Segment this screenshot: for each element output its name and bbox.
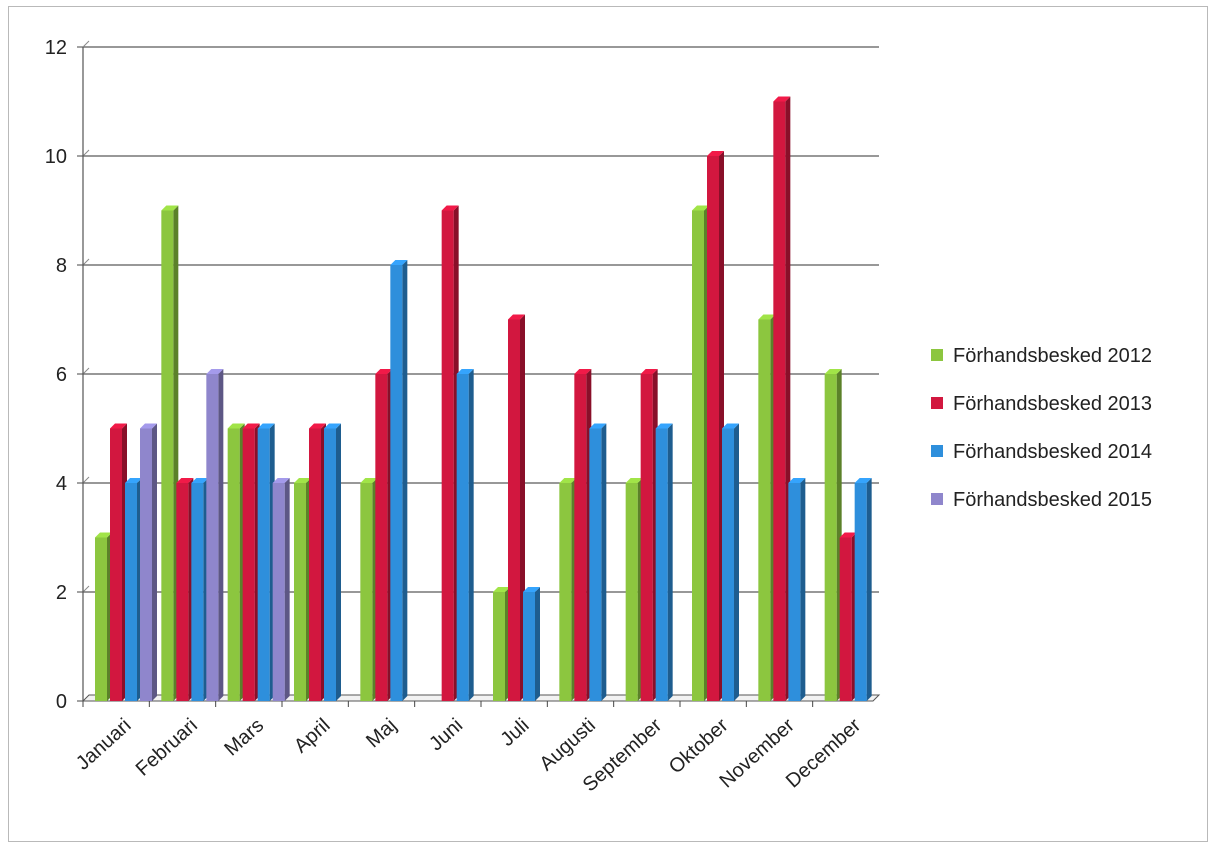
legend-swatch [931, 349, 943, 361]
bar [692, 205, 709, 701]
bar [294, 478, 311, 701]
bar [242, 423, 260, 701]
y-tick-label: 0 [56, 691, 67, 713]
chart-frame: 0 2 4 6 8 10 12 Januari Februari Mars April Maj Jun… [8, 6, 1208, 842]
x-tick-label: Februari [132, 714, 202, 780]
x-tick-label: Juli [496, 714, 533, 750]
x-tick-label: Mars [220, 714, 268, 760]
legend-label: Förhandsbesked 2014 [953, 441, 1152, 463]
x-tick-label: April [290, 714, 334, 757]
bar [722, 423, 739, 701]
bar [788, 478, 806, 701]
legend: Förhandsbesked 2012 Förhandsbesked 2013 Fö… [931, 345, 1152, 511]
legend-item: Förhandsbesked 2012 [931, 345, 1152, 367]
y-tick-label: 6 [56, 364, 67, 386]
bar [227, 423, 245, 701]
bar [854, 478, 872, 701]
bars [95, 96, 872, 701]
bar [839, 532, 857, 701]
gridline-depth [82, 585, 90, 593]
bar [360, 478, 378, 701]
y-tick-labels: 0 2 4 6 8 10 12 [45, 37, 67, 713]
bar [625, 478, 643, 701]
legend-swatch [931, 397, 943, 409]
legend-swatch [931, 445, 943, 457]
bar [523, 587, 540, 701]
y-tick-label: 4 [56, 473, 67, 495]
bar [640, 369, 658, 701]
x-tick-label: Augusti [536, 714, 600, 775]
bar [161, 205, 179, 701]
gridline-depth [82, 40, 90, 48]
y-tick-label: 12 [45, 37, 67, 59]
legend-item: Förhandsbesked 2014 [931, 441, 1152, 463]
bar [758, 314, 776, 701]
bar [206, 369, 224, 701]
x-tick-label: Maj [362, 714, 401, 752]
bar [176, 478, 194, 701]
gridline-depth [82, 258, 90, 266]
bar [707, 151, 724, 701]
bar [390, 260, 408, 701]
bar [191, 478, 209, 701]
x-tick-label: Januari [72, 714, 135, 774]
gridline-depth [82, 476, 90, 484]
bar [508, 314, 525, 701]
legend-item: Förhandsbesked 2015 [931, 489, 1152, 511]
bar [95, 532, 112, 701]
bar [375, 369, 393, 701]
bar [257, 423, 275, 701]
legend-item: Förhandsbesked 2013 [931, 393, 1152, 415]
y-tick-label: 8 [56, 255, 67, 277]
legend-label: Förhandsbesked 2013 [953, 393, 1152, 415]
bar [456, 369, 474, 701]
bar [272, 478, 290, 701]
bar [125, 478, 142, 701]
x-tick-label: Juni [425, 714, 467, 755]
bar [589, 423, 607, 701]
bar [773, 96, 791, 701]
y-tick-label: 10 [45, 146, 67, 168]
bar [110, 423, 127, 701]
y-tick-label: 2 [56, 582, 67, 604]
gridline-depth [82, 367, 90, 375]
bar [309, 423, 326, 701]
bar [574, 369, 592, 701]
bar [441, 205, 459, 701]
bar [559, 478, 577, 701]
legend-label: Förhandsbesked 2015 [953, 489, 1152, 511]
bar [324, 423, 341, 701]
bar [493, 587, 510, 701]
bar [824, 369, 842, 701]
bar [140, 423, 157, 701]
legend-swatch [931, 493, 943, 505]
legend-label: Förhandsbesked 2012 [953, 345, 1152, 367]
gridline-depth [82, 149, 90, 157]
bar [655, 423, 673, 701]
